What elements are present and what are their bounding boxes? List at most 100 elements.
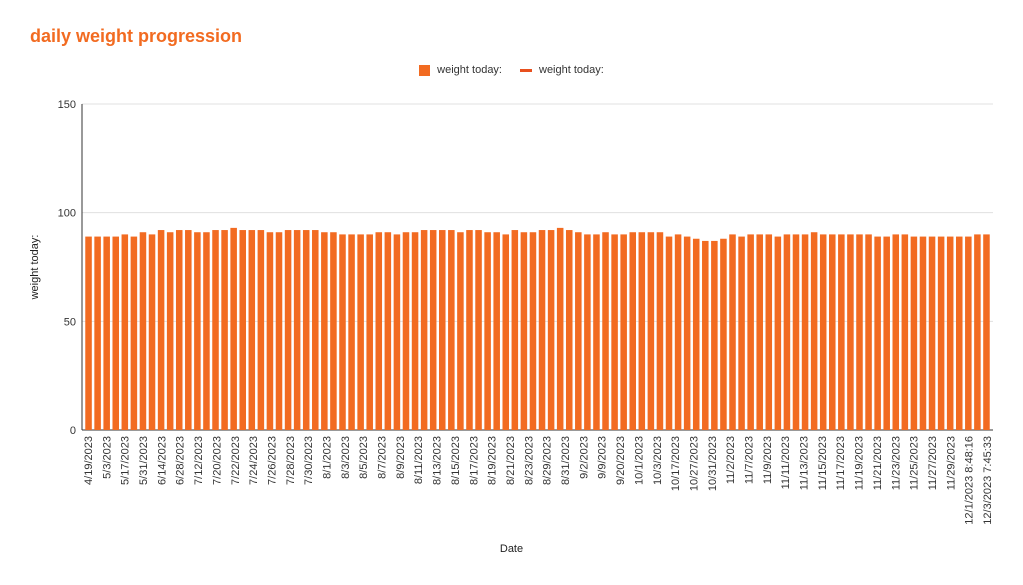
- bar: [312, 230, 319, 430]
- bar: [565, 230, 573, 430]
- bar: [484, 232, 491, 430]
- bar: [856, 234, 863, 430]
- bar: [647, 232, 655, 430]
- bar: [783, 234, 791, 430]
- x-tick-label: 7/20/2023: [211, 436, 223, 485]
- bar: [85, 236, 92, 430]
- bar: [139, 232, 147, 430]
- bar: [683, 236, 691, 430]
- bar: [638, 232, 646, 430]
- x-tick-label: 10/17/2023: [670, 436, 682, 491]
- bar: [457, 232, 464, 430]
- x-tick-label: 7/26/2023: [266, 436, 278, 485]
- x-tick-label: 12/3/2023 7:45:33: [982, 436, 994, 525]
- bar: [94, 236, 101, 430]
- y-tick-label: 100: [58, 208, 76, 220]
- x-tick-label: 11/17/2023: [835, 436, 847, 490]
- bar: [602, 232, 609, 430]
- bar: [275, 232, 283, 430]
- bar: [883, 236, 890, 430]
- x-tick-label: 8/19/2023: [487, 436, 499, 485]
- bar: [502, 234, 510, 430]
- bar: [330, 232, 337, 430]
- bar: [393, 234, 401, 430]
- bar: [520, 232, 528, 430]
- bar: [384, 232, 392, 430]
- x-tick-label: 7/30/2023: [303, 436, 315, 485]
- x-tick-label: 8/9/2023: [395, 436, 407, 479]
- x-tick-label: 11/25/2023: [909, 436, 921, 490]
- x-tick-label: 11/23/2023: [890, 436, 902, 490]
- bar: [511, 230, 519, 430]
- bar: [819, 234, 827, 430]
- x-tick-label: 8/3/2023: [340, 436, 352, 479]
- bar: [620, 234, 627, 430]
- x-tick-label: 10/31/2023: [707, 436, 719, 491]
- x-tick-label: 8/31/2023: [560, 436, 572, 485]
- x-tick-label: 8/17/2023: [468, 436, 480, 485]
- bar: [955, 236, 963, 430]
- bar: [901, 234, 909, 430]
- bar: [438, 230, 446, 430]
- x-tick-label: 5/17/2023: [120, 436, 132, 485]
- bar: [293, 230, 301, 430]
- x-tick-label: 8/23/2023: [523, 436, 535, 485]
- bar: [983, 234, 990, 430]
- x-axis-title: Date: [499, 543, 524, 555]
- bar: [402, 232, 410, 430]
- bar: [466, 230, 473, 430]
- bar: [248, 230, 256, 430]
- x-tick-label: 8/15/2023: [450, 436, 462, 485]
- bar: [674, 234, 682, 430]
- bar: [629, 232, 637, 430]
- x-tick-label: 5/31/2023: [138, 436, 150, 485]
- x-tick-label: 8/5/2023: [358, 436, 370, 479]
- bar: [729, 234, 736, 430]
- bar: [928, 236, 936, 430]
- x-tick-label: 10/3/2023: [652, 436, 664, 485]
- chart-title: daily weight progression: [30, 26, 243, 46]
- y-axis-title: weight today:: [29, 235, 41, 301]
- x-tick-label: 8/13/2023: [432, 436, 444, 485]
- bar: [103, 236, 110, 430]
- x-tick-label: 11/7/2023: [743, 436, 755, 484]
- bar: [874, 236, 881, 430]
- bar: [321, 232, 328, 430]
- x-tick-label: 8/29/2023: [542, 436, 554, 485]
- legend-line-swatch: [520, 68, 532, 72]
- bar: [584, 234, 591, 430]
- x-tick-label: 9/9/2023: [597, 436, 609, 479]
- legend-line-label: weight today:: [539, 64, 604, 76]
- bar: [665, 236, 673, 430]
- x-tick-label: 7/28/2023: [285, 436, 297, 485]
- x-tick-label: 11/21/2023: [872, 436, 884, 490]
- bar: [838, 234, 845, 430]
- bar: [266, 232, 274, 430]
- legend-bar-swatch: [419, 64, 431, 76]
- legend-item-line[interactable]: weight today:: [520, 64, 604, 76]
- bar: [810, 232, 818, 430]
- bar: [429, 230, 437, 430]
- bar: [194, 232, 201, 430]
- x-tick-label: 11/2/2023: [725, 436, 737, 484]
- x-tick-label: 11/11/2023: [780, 436, 792, 489]
- bar: [611, 234, 618, 430]
- bar: [946, 236, 954, 430]
- y-tick-label: 0: [70, 425, 76, 437]
- x-tick-label: 8/21/2023: [505, 436, 517, 485]
- legend-bar-label: weight today:: [437, 64, 502, 76]
- bar: [121, 234, 129, 430]
- x-tick-label: 11/29/2023: [945, 436, 957, 490]
- x-tick-label: 7/12/2023: [193, 436, 205, 485]
- bar: [593, 234, 600, 430]
- bar: [892, 234, 900, 430]
- x-tick-label: 4/19/2023: [83, 436, 95, 485]
- x-tick-label: 9/2/2023: [578, 436, 590, 479]
- bar: [774, 236, 782, 430]
- legend-item-bar[interactable]: weight today:: [419, 64, 502, 76]
- bar: [702, 240, 709, 430]
- bar: [747, 234, 754, 430]
- bar: [375, 232, 383, 430]
- bar: [738, 236, 745, 430]
- bar: [239, 230, 246, 430]
